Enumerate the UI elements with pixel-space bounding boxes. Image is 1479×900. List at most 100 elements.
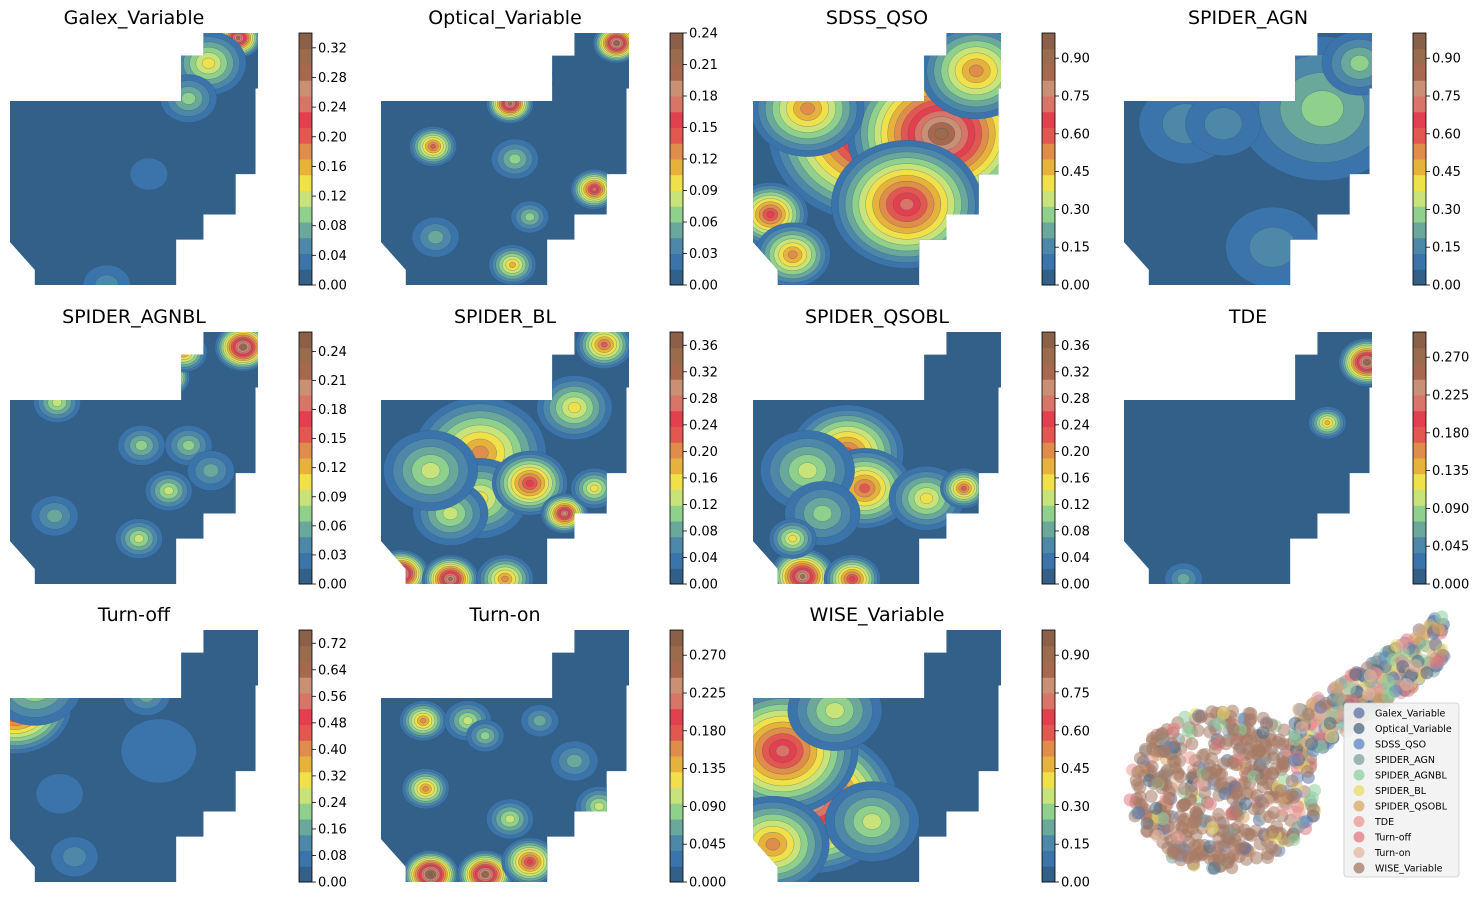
contour-level [859,483,871,493]
scatter-point [1260,717,1274,731]
contour-map [753,33,1001,285]
scatter-point [1244,707,1258,721]
contour-level [154,367,179,388]
scatter-point [1177,813,1191,827]
scatter-point [1428,637,1442,651]
scatter-point [1277,756,1291,770]
colorbar-tick-label: 0.045 [1432,540,1469,555]
colorbar-tick-label: 0.21 [689,58,718,73]
contour-level [508,59,552,97]
scatter-point [1185,737,1199,751]
panel-title: SPIDER_AGNBL [62,306,206,328]
scatter-point [1168,755,1182,769]
scatter-point [1295,721,1309,735]
contour-level [797,462,818,479]
scatter-point [1395,638,1409,652]
scatter-point [1145,760,1159,774]
colorbar-tick-label: 0.09 [689,184,718,199]
legend-marker [1353,816,1365,827]
scatter-point [1181,851,1195,865]
scatter-point [1203,725,1217,739]
contour-level [1349,55,1370,72]
scatter-point [1192,838,1206,852]
contour-level [138,688,155,703]
scatter-point [1183,751,1197,765]
colorbar-tick-label: 0.08 [689,524,718,539]
legend-label: Optical_Variable [1375,724,1452,735]
contour-level [600,341,608,348]
contour-level [240,344,246,350]
colorbar-tick-label: 0.06 [318,519,347,534]
contour-map [381,332,629,584]
colorbar: 0.00 0.08 0.16 0.24 0.32 0.40 0.48 0.56 0.64 0.72 [298,629,347,891]
contour-level [35,773,84,815]
colorbar: 0.00 0.15 0.30 0.45 0.60 0.75 0.90 [1412,32,1461,294]
legend-label: SDSS_QSO [1375,740,1426,751]
colorbar-tick-label: 0.00 [1061,876,1090,891]
colorbar-tick-label: 0.45 [1432,165,1461,180]
colorbar-tick-label: 0.24 [318,345,347,360]
panel-4: SPIDER_AGNBL 0.00 0.03 0.06 0.09 0.12 0.15 0.18… [10,306,347,593]
legend-label: Galex_Variable [1375,709,1445,720]
scatter-point [1254,771,1268,785]
contour-level [765,837,781,851]
colorbar-tick-label: 0.00 [1432,279,1461,294]
contour-level [1249,226,1297,268]
contour-level [163,486,174,495]
scatter-point [1435,610,1449,624]
colorbar-tick-label: 0.60 [1432,127,1461,142]
contour-level [800,102,815,115]
colorbar-tick-label: 0.20 [1061,445,1090,460]
colorbar-tick-label: 0.32 [318,41,347,56]
colorbar-tick-label: 0.28 [1061,392,1090,407]
panel-6: SPIDER_QSOBL 0.00 0.04 0.08 0.12 0.16 0.20 0.24… [753,306,1090,593]
scatter-point [1250,789,1264,803]
scatter-point [1308,783,1322,797]
colorbar-tick-label: 0.36 [689,339,718,354]
colorbar-tick-label: 0.75 [1061,90,1090,105]
contour-level [1364,360,1370,365]
scatter-point [1291,821,1305,835]
contour-level [510,61,550,95]
panel-title: TDE [1228,306,1267,328]
colorbar-tick-label: 0.15 [1432,241,1461,256]
scatter-point [1252,743,1266,757]
panel-title: Turn-off [97,604,171,626]
scatter-point [1171,830,1185,844]
colorbar-tick-label: 0.06 [689,216,718,231]
contour-level [120,718,197,784]
scatter-point [1234,839,1248,853]
colorbar-tick-label: 0.04 [1061,551,1090,566]
scatter-point [1133,780,1147,794]
scatter-point [1193,710,1207,724]
scatter-point [1226,722,1240,736]
contour-level [1276,54,1285,62]
colorbar-tick-label: 0.45 [1061,762,1090,777]
contour-level [201,57,215,69]
contour-level [787,250,798,259]
colorbar-tick-label: 0.32 [689,365,718,380]
colorbar-tick-label: 0.00 [318,876,347,891]
scatter-point [1363,669,1377,683]
colorbar-tick-label: 0.64 [318,663,347,678]
contour-level [181,92,196,105]
scatter-point [1274,784,1288,798]
colorbar-tick-label: 0.15 [1061,838,1090,853]
scatter-point [1191,724,1205,738]
scatter-point [1319,696,1333,710]
contour-level [799,574,806,579]
contour-level [590,484,599,492]
colorbar: 0.00 0.04 0.08 0.12 0.16 0.20 0.24 0.28 0.32 0.36 [669,331,718,593]
colorbar-tick-label: 0.00 [318,578,347,593]
colorbar-tick-label: 0.12 [1061,498,1090,513]
colorbar-tick-label: 0.12 [689,498,718,513]
contour-level [62,846,87,868]
contour-level [422,786,429,792]
legend-marker [1353,769,1365,781]
panel-9: Turn-on 0.000 0.045 0.090 0.135 0.180 0.225 0.2… [381,604,726,891]
scatter-point [1400,678,1414,692]
colorbar-tick-label: 0.000 [1432,578,1469,593]
scatter-point [1160,763,1174,777]
scatter-point [1214,840,1228,854]
